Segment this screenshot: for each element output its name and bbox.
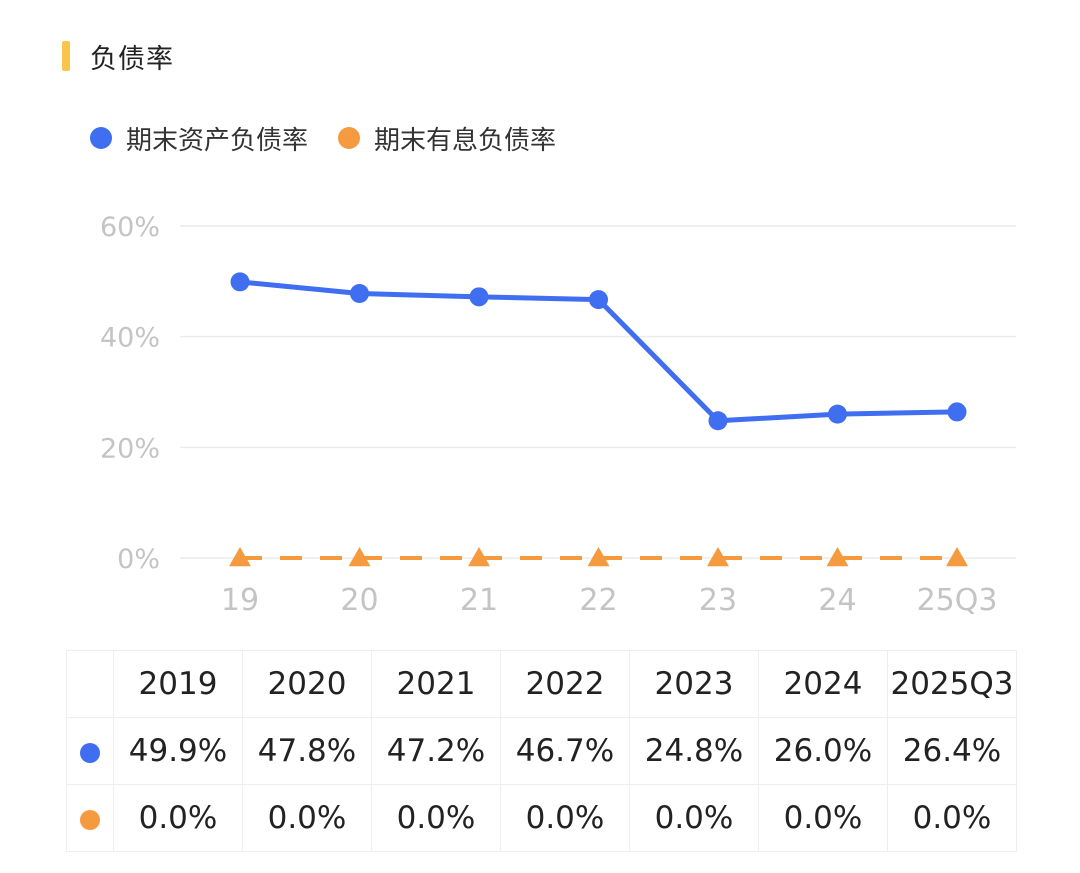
legend-item-interest-bearing[interactable]: 期末有息负债率 (338, 120, 556, 157)
row-dot-blue (80, 742, 100, 763)
y-tick-label: 0% (117, 544, 160, 575)
x-tick-label: 20 (340, 583, 378, 618)
data-point-triangle (348, 547, 371, 567)
y-tick-label: 40% (100, 323, 160, 354)
data-point (350, 284, 369, 304)
table-cell: 0.0% (758, 784, 888, 852)
table-cell: 26.4% (887, 717, 1017, 785)
table-cell: 0.0% (629, 784, 759, 852)
data-point (708, 411, 728, 431)
table-column-header: 2019 (113, 650, 243, 718)
data-point (469, 287, 489, 307)
table-column-header: 2023 (629, 650, 759, 718)
data-point-triangle (707, 547, 729, 567)
table-cell: 24.8% (629, 717, 759, 785)
legend-item-asset-liability[interactable]: 期末资产负债率 (90, 120, 308, 157)
y-tick-label: 20% (100, 433, 160, 464)
table-row-marker (66, 717, 114, 785)
section-title: 负债率 (90, 43, 174, 75)
data-point (589, 290, 608, 310)
x-tick-label: 24 (818, 583, 856, 618)
table-row: 0.0% 0.0% 0.0% 0.0% 0.0% 0.0% 0.0% (66, 784, 1017, 852)
table-column-header: 2024 (758, 650, 888, 718)
data-point-triangle (826, 547, 849, 567)
table-cell: 0.0% (500, 784, 630, 852)
table-column-header: 2025Q3 (887, 650, 1017, 718)
table-cell: 0.0% (371, 784, 501, 852)
data-point-triangle (468, 547, 490, 567)
x-axis: 19 20 21 22 23 24 25Q3 (221, 583, 998, 618)
grid-layer (180, 225, 1016, 559)
x-tick-label: 23 (699, 583, 737, 618)
data-table: 2019 2020 2021 2022 2023 2024 2025Q3 49.… (66, 650, 1017, 852)
data-point-triangle (229, 547, 251, 567)
data-point-triangle (946, 547, 968, 567)
table-column-header: 2020 (242, 650, 372, 718)
y-tick-label: 60% (100, 212, 160, 243)
table-cell: 0.0% (113, 784, 243, 852)
legend-dot-orange (338, 127, 361, 149)
section-header: 负债率 (62, 36, 174, 76)
table-row: 49.9% 47.8% 47.2% 46.7% 24.8% 26.0% 26.4… (66, 717, 1017, 785)
table-column-header: 2021 (371, 650, 501, 718)
legend-label-asset-liability: 期末资产负债率 (126, 125, 309, 156)
table-cell: 47.2% (371, 717, 501, 785)
x-tick-label: 19 (221, 583, 259, 618)
table-cell: 0.0% (887, 784, 1017, 852)
table-cell: 47.8% (242, 717, 372, 785)
table-column-header: 2022 (500, 650, 630, 718)
data-point-triangle (587, 547, 610, 567)
data-point (230, 272, 250, 292)
table-row-marker (66, 784, 114, 852)
x-tick-label: 22 (579, 583, 617, 618)
table-cell: 46.7% (500, 717, 630, 785)
chart-legend: 期末资产负债率 期末有息负债率 (90, 118, 586, 158)
data-point (947, 402, 967, 422)
row-dot-orange (80, 809, 100, 830)
table-cell: 0.0% (242, 784, 372, 852)
data-point (828, 404, 847, 424)
legend-label-interest-bearing: 期末有息负债率 (374, 125, 557, 156)
table-cell: 26.0% (758, 717, 888, 785)
line-chart: 0% 20% 40% 60% 19 20 21 22 23 24 25Q3 (100, 212, 1016, 618)
table-corner-cell (66, 650, 114, 718)
table-cell: 49.9% (113, 717, 243, 785)
y-axis: 0% 20% 40% 60% (100, 212, 160, 575)
x-tick-label: 21 (460, 583, 498, 618)
table-header-row: 2019 2020 2021 2022 2023 2024 2025Q3 (66, 650, 1017, 718)
header-accent-bar (62, 41, 70, 71)
legend-dot-blue (90, 127, 112, 149)
series-layer (229, 272, 968, 567)
x-tick-label: 25Q3 (917, 583, 998, 618)
